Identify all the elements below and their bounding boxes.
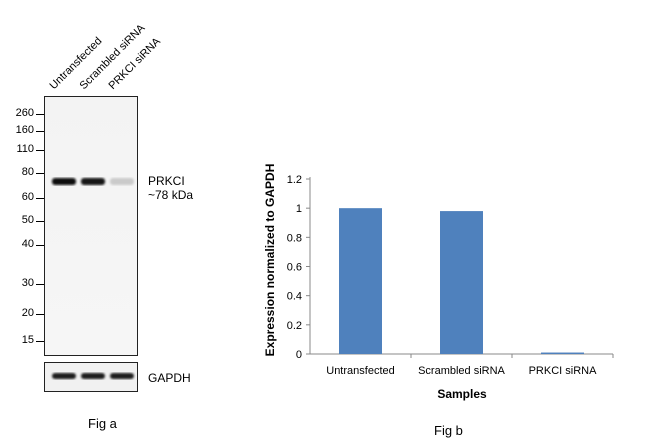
- prkci-band: [52, 178, 76, 185]
- fig-b-caption: Fig b: [434, 423, 463, 438]
- y-tick-label: 0.2: [287, 320, 302, 332]
- marker-40: 40: [21, 238, 34, 250]
- marker-80: 80: [21, 166, 34, 178]
- y-tick-label: 0.6: [287, 262, 302, 274]
- band-size-label: ~78 kDa: [148, 188, 194, 202]
- x-axis-label: Samples: [437, 387, 487, 401]
- marker-30: 30: [21, 277, 34, 289]
- y-tick-label: 0.8: [287, 232, 302, 244]
- marker-260: 260: [15, 107, 34, 119]
- y-tick-label: 0: [296, 349, 302, 361]
- x-tick-label: PRKCI siRNA: [529, 365, 598, 377]
- marker-50: 50: [21, 214, 34, 226]
- gapdh-band: [81, 373, 105, 379]
- y-tick-label: 1: [296, 203, 302, 215]
- bar-scrambled-sirna: [440, 211, 483, 354]
- loading-control-label: GAPDH: [148, 371, 191, 385]
- gapdh-band: [110, 373, 134, 379]
- marker-60: 60: [21, 191, 34, 203]
- fig-a-caption: Fig a: [88, 416, 117, 431]
- y-axis-label: Expression normalized to GAPDH: [263, 164, 277, 357]
- y-tick-label: 1.2: [287, 174, 302, 186]
- marker-20: 20: [21, 307, 34, 319]
- marker-ladder: 260 160 110 80 60 50 40 30 20 15: [0, 0, 46, 360]
- marker-15: 15: [21, 334, 34, 346]
- marker-160: 160: [15, 124, 34, 136]
- bar-prkci-sirna: [541, 352, 584, 354]
- bar-untransfected: [339, 208, 382, 354]
- gapdh-band: [52, 373, 76, 379]
- x-tick-label: Scrambled siRNA: [418, 365, 505, 377]
- band-label-prkci: PRKCI: [148, 174, 185, 188]
- blot-panel-prkci: [44, 96, 138, 356]
- x-tick-label: Untransfected: [326, 365, 394, 377]
- lane-label-prkci-sirna: PRKCI siRNA: [106, 35, 163, 92]
- y-tick-label: 0.4: [287, 291, 302, 303]
- bar-chart: Expression normalized to GAPDH Samples 0…: [263, 164, 614, 401]
- blot-panel-gapdh: [44, 362, 138, 392]
- prkci-band: [81, 178, 105, 185]
- marker-110: 110: [16, 143, 34, 155]
- prkci-band: [110, 178, 134, 185]
